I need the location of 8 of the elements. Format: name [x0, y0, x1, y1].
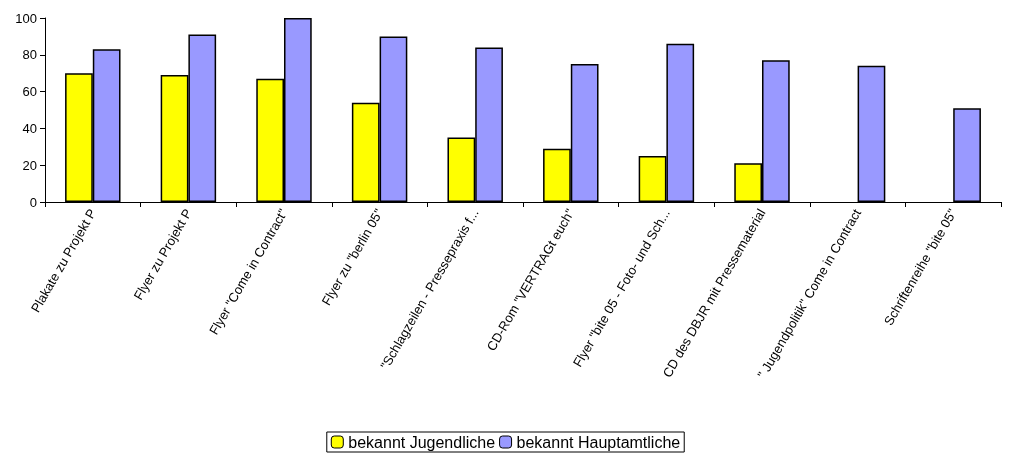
- y-tick-label: 80: [22, 47, 37, 63]
- y-tick-label: 100: [15, 10, 37, 26]
- y-tick-label: 20: [22, 157, 37, 173]
- legend-label: bekannt Hauptamtliche: [516, 433, 681, 451]
- y-tick-label: 0: [29, 194, 37, 210]
- legend-label: bekannt Jugendliche: [348, 433, 496, 451]
- y-tick-label: 60: [22, 84, 37, 100]
- y-tick-label: 40: [22, 120, 37, 136]
